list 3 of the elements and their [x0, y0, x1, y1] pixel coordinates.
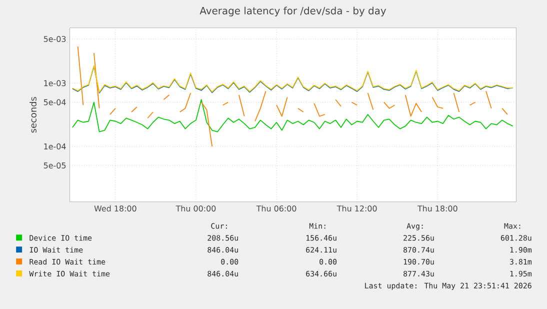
- line-series: [72, 99, 514, 132]
- chart-title: Average latency for /dev/sda - by day: [200, 6, 386, 16]
- y-axis-title: seconds: [30, 96, 36, 133]
